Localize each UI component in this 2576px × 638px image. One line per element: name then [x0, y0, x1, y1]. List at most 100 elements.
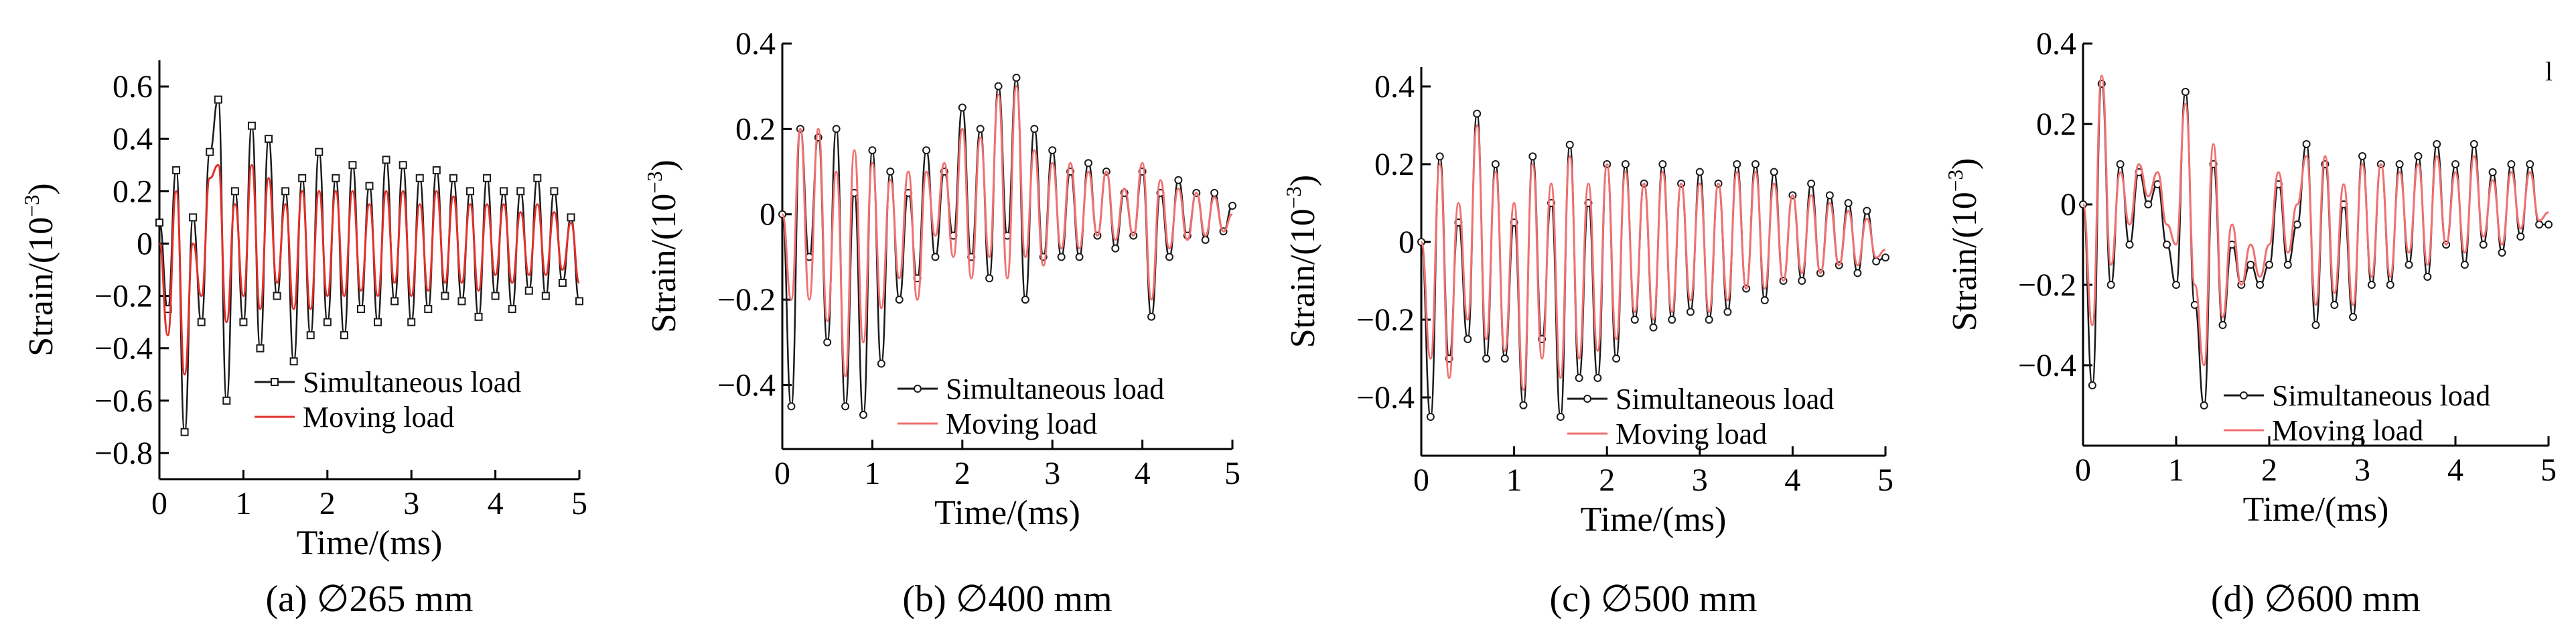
- data-point: [1084, 159, 1092, 168]
- legend-label: Simultaneous load: [303, 366, 521, 399]
- chart-panel-3: 0 1 2 3 4 5 −0.4 −0.2 0 0.2 0.4 Time/(ms) Strain/(10…: [1282, 67, 1893, 620]
- x-tick-label: 0: [1413, 462, 1429, 498]
- data-point: [265, 135, 273, 143]
- data-point: [2488, 168, 2497, 176]
- data-point: [1621, 160, 1630, 168]
- data-point: [922, 146, 931, 155]
- y-axis-label: Strain/(10−3): [1944, 158, 1984, 332]
- x-tick-label: 3: [1044, 456, 1060, 491]
- y-tick-label: 0.4: [1374, 69, 1415, 105]
- y-tick-label: −0.4: [94, 331, 153, 367]
- data-point: [1174, 176, 1183, 184]
- data-point: [2218, 321, 2227, 329]
- x-axis-label: Time/(ms): [297, 524, 443, 562]
- data-point: [2144, 200, 2153, 208]
- data-point: [1825, 191, 1834, 200]
- chart-panel-2: 0 1 2 3 4 5 −0.4 −0.2 0 0.2 0.4 Time/(ms) Strain/(10…: [643, 26, 1240, 620]
- data-point: [273, 292, 281, 300]
- data-point: [1556, 413, 1565, 421]
- x-tick-label: 3: [1692, 462, 1708, 498]
- data-point: [868, 146, 877, 155]
- data-point: [315, 147, 324, 156]
- data-point: [1658, 160, 1667, 168]
- data-point: [449, 174, 457, 182]
- data-point: [2535, 220, 2544, 229]
- data-point: [180, 428, 189, 436]
- data-point: [2367, 281, 2376, 289]
- x-tick-label: 2: [954, 456, 971, 491]
- data-point: [1668, 316, 1676, 324]
- data-point: [524, 286, 533, 295]
- data-point: [281, 187, 290, 196]
- series-line-moving-load: [2082, 74, 2549, 367]
- data-point: [2311, 321, 2320, 329]
- data-point: [415, 174, 424, 182]
- data-point: [1482, 355, 1491, 363]
- data-point: [1147, 312, 1156, 321]
- data-point: [985, 274, 994, 283]
- data-point: [1048, 146, 1057, 155]
- data-point: [1111, 244, 1120, 253]
- data-point: [1733, 160, 1741, 168]
- data-point: [356, 305, 365, 314]
- data-point: [474, 312, 483, 321]
- data-point: [1473, 109, 1482, 118]
- y-tick-label: 0.4: [113, 121, 153, 157]
- data-point: [1210, 188, 1219, 197]
- data-point: [2181, 88, 2190, 96]
- data-point: [390, 297, 399, 306]
- y-tick-label: 0: [2060, 187, 2076, 222]
- data-point: [2293, 220, 2301, 229]
- y-tick-label: 0: [760, 197, 776, 233]
- data-point: [1686, 308, 1695, 316]
- data-point: [289, 357, 298, 366]
- x-axis-label: Time/(ms): [1581, 501, 1727, 539]
- subfigure-caption: (b) ∅400 mm: [902, 578, 1112, 620]
- data-point: [1030, 125, 1039, 133]
- series-line-moving-load: [781, 85, 1233, 378]
- data-point: [1519, 401, 1528, 409]
- data-point: [1463, 335, 1472, 343]
- data-point: [2283, 261, 2292, 269]
- data-point: [2349, 313, 2358, 321]
- data-point: [189, 213, 198, 222]
- data-point: [2088, 381, 2096, 389]
- data-point: [2106, 281, 2115, 289]
- subfigure-caption: (a) ∅265 mm: [265, 578, 473, 620]
- data-point: [441, 292, 449, 300]
- data-point: [1012, 73, 1021, 82]
- data-point: [1695, 168, 1704, 176]
- data-point: [567, 213, 575, 222]
- data-point: [558, 279, 567, 288]
- x-tick-label: 4: [488, 486, 504, 521]
- x-tick-label: 5: [571, 486, 587, 521]
- data-point: [832, 125, 841, 133]
- data-point: [2526, 160, 2534, 168]
- data-point: [1844, 199, 1853, 207]
- x-tick-label: 5: [2541, 452, 2557, 488]
- data-point: [247, 121, 256, 130]
- data-point: [332, 174, 340, 182]
- y-tick-label: −0.4: [1356, 380, 1415, 416]
- data-point: [1853, 269, 1862, 277]
- data-point: [483, 174, 492, 182]
- data-point: [1630, 316, 1639, 324]
- data-point: [340, 331, 348, 340]
- data-point: [239, 318, 248, 326]
- legend-label: Moving load: [946, 407, 1097, 440]
- data-point: [424, 305, 433, 314]
- legend-marker: [914, 385, 922, 393]
- y-tick-label: 0.2: [735, 111, 776, 147]
- data-point: [994, 82, 1003, 90]
- data-point: [155, 218, 163, 227]
- data-point: [859, 411, 867, 420]
- y-tick-label: −0.4: [2018, 348, 2076, 383]
- data-point: [491, 292, 500, 300]
- data-point: [1500, 355, 1509, 363]
- legend-label: Moving load: [303, 401, 454, 434]
- data-point: [432, 166, 441, 175]
- legend-label: Moving load: [1616, 418, 1767, 450]
- y-tick-label: 0.2: [1374, 147, 1415, 182]
